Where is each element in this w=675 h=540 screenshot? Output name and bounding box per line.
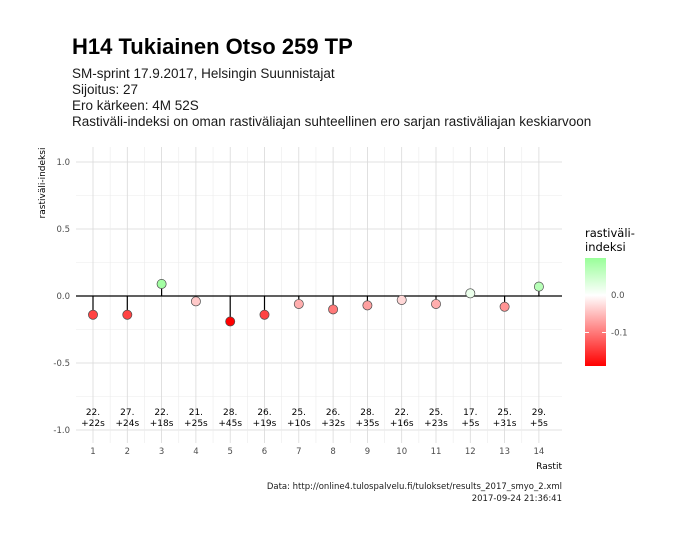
x-tick-label: 6 bbox=[262, 447, 267, 457]
split-rank-label: 28. bbox=[223, 408, 237, 418]
x-tick-label: 1 bbox=[90, 447, 95, 457]
split-rank-label: 22. bbox=[86, 408, 100, 418]
x-tick-label: 9 bbox=[365, 447, 370, 457]
split-diff-label: +10s bbox=[287, 419, 311, 429]
data-point bbox=[431, 299, 441, 309]
plot-area: 1.00.50.0-0.5-1.01 2 3 4 5 6 7 8 9 10 11 12 13 1422.+… bbox=[53, 147, 562, 457]
timestamp-caption: 2017-09-24 21:36:41 bbox=[472, 494, 562, 504]
split-diff-label: +19s bbox=[253, 419, 277, 429]
data-point bbox=[499, 301, 510, 312]
data-point bbox=[328, 304, 339, 315]
split-diff-label: +35s bbox=[356, 419, 380, 429]
legend-title-line-1: rastiväli- bbox=[585, 226, 635, 240]
split-diff-label: +25s bbox=[184, 419, 208, 429]
data-point bbox=[293, 299, 304, 309]
y-tick-label: 1.0 bbox=[56, 158, 70, 168]
split-rank-label: 29. bbox=[532, 408, 546, 418]
data-source-caption: Data: http://online4.tulospalvelu.fi/tul… bbox=[267, 482, 562, 492]
x-tick-label: 8 bbox=[330, 447, 335, 457]
legend-colorbar bbox=[585, 258, 606, 366]
split-diff-label: +32s bbox=[321, 419, 345, 429]
chart-title: H14 Tukiainen Otso 259 TP bbox=[72, 34, 353, 59]
split-diff-label: +23s bbox=[424, 419, 448, 429]
plot-panel bbox=[76, 147, 562, 443]
color-legend: rastiväli- indeksi 0.0 -0.1 bbox=[585, 226, 635, 366]
x-tick-label: 14 bbox=[533, 447, 544, 457]
data-point bbox=[362, 300, 373, 311]
x-tick-label: 3 bbox=[159, 447, 164, 457]
split-diff-label: +5s bbox=[530, 419, 548, 429]
split-rank-label: 25. bbox=[497, 408, 511, 418]
legend-tick-label: 0.0 bbox=[611, 291, 625, 301]
split-rank-label: 25. bbox=[292, 408, 306, 418]
x-tick-label: 13 bbox=[499, 447, 510, 457]
split-diff-label: +5s bbox=[461, 419, 479, 429]
split-rank-label: 26. bbox=[257, 408, 271, 418]
split-rank-label: 25. bbox=[429, 408, 443, 418]
split-diff-label: +22s bbox=[81, 419, 105, 429]
y-tick-label: 0.0 bbox=[56, 292, 70, 302]
legend-title-line-2: indeksi bbox=[585, 240, 626, 254]
data-point bbox=[533, 281, 544, 292]
x-tick-label: 10 bbox=[396, 447, 407, 457]
split-rank-label: 27. bbox=[120, 408, 134, 418]
split-rank-label: 22. bbox=[395, 408, 409, 418]
data-point bbox=[88, 309, 98, 320]
legend-tick-label: -0.1 bbox=[611, 328, 628, 338]
split-rank-label: 28. bbox=[360, 408, 374, 418]
x-tick-label: 4 bbox=[193, 447, 198, 457]
x-tick-label: 2 bbox=[125, 447, 130, 457]
split-rank-label: 26. bbox=[326, 408, 340, 418]
x-tick-label: 7 bbox=[296, 447, 301, 457]
subtitle-line-4: Rastiväli-indeksi on oman rastiväliajan … bbox=[72, 114, 591, 129]
data-point bbox=[122, 309, 133, 320]
split-rank-label: 22. bbox=[154, 408, 168, 418]
split-diff-label: +31s bbox=[493, 419, 517, 429]
x-tick-label: 11 bbox=[431, 447, 442, 457]
subtitle-line-3: Ero kärkeen: 4M 52S bbox=[72, 98, 199, 113]
split-diff-label: +24s bbox=[115, 419, 139, 429]
x-tick-label: 12 bbox=[465, 447, 476, 457]
split-diff-label: +16s bbox=[390, 419, 414, 429]
y-tick-label: 0.5 bbox=[56, 225, 70, 235]
data-point bbox=[225, 316, 236, 327]
split-rank-label: 21. bbox=[189, 408, 203, 418]
y-tick-label: -0.5 bbox=[53, 359, 70, 369]
split-diff-label: +18s bbox=[150, 419, 174, 429]
x-tick-label: 5 bbox=[227, 447, 232, 457]
data-point bbox=[396, 295, 407, 305]
split-diff-label: +45s bbox=[218, 419, 242, 429]
data-point bbox=[190, 296, 201, 307]
subtitle-line-1: SM-sprint 17.9.2017, Helsingin Suunnista… bbox=[72, 66, 335, 81]
legend-ticks: 0.0 -0.1 bbox=[585, 291, 628, 338]
x-axis-label: Rastit bbox=[536, 462, 562, 472]
split-rank-label: 17. bbox=[463, 408, 477, 418]
subtitle-line-2: Sijoitus: 27 bbox=[72, 82, 138, 97]
data-point bbox=[156, 278, 167, 289]
y-tick-label: -1.0 bbox=[53, 426, 70, 436]
data-point bbox=[259, 309, 270, 320]
data-point bbox=[465, 288, 476, 299]
y-axis-label: rastiväli-indeksi bbox=[38, 148, 48, 219]
